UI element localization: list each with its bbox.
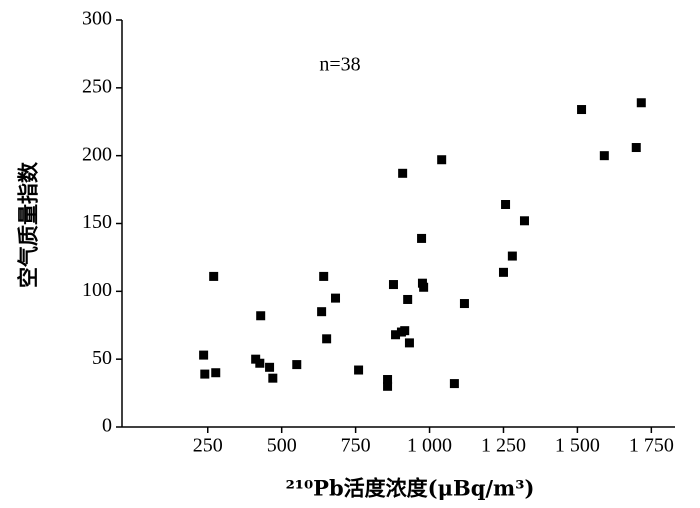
point bbox=[331, 293, 341, 303]
x-tick-label: 750 bbox=[341, 435, 371, 457]
point bbox=[400, 326, 410, 336]
point bbox=[268, 373, 278, 383]
y-tick-label: 300 bbox=[82, 8, 112, 30]
point bbox=[388, 280, 398, 290]
point bbox=[211, 368, 221, 378]
point bbox=[507, 251, 517, 261]
x-tick-label: 1 750 bbox=[629, 435, 674, 457]
point bbox=[498, 267, 508, 277]
point bbox=[322, 334, 332, 344]
point bbox=[599, 151, 609, 161]
y-tick-label: 50 bbox=[92, 347, 112, 369]
point bbox=[449, 379, 459, 389]
point bbox=[256, 311, 266, 321]
point bbox=[419, 282, 429, 292]
point bbox=[631, 143, 641, 153]
point bbox=[417, 233, 427, 243]
point bbox=[501, 200, 511, 210]
point bbox=[292, 360, 302, 370]
point bbox=[636, 98, 646, 108]
point bbox=[398, 168, 408, 178]
point bbox=[403, 294, 413, 304]
x-tick-label: 250 bbox=[193, 435, 223, 457]
y-axis-label: 空气质量指数 bbox=[16, 161, 41, 288]
y-tick-label: 150 bbox=[82, 211, 112, 233]
point bbox=[383, 375, 393, 385]
point bbox=[209, 271, 219, 281]
x-tick-label: 500 bbox=[267, 435, 297, 457]
x-tick-label: 1 000 bbox=[407, 435, 452, 457]
point bbox=[404, 338, 414, 348]
point bbox=[319, 271, 329, 281]
x-tick-label: 1 250 bbox=[481, 435, 526, 457]
point bbox=[199, 350, 209, 360]
y-tick-label: 100 bbox=[82, 279, 112, 301]
point bbox=[519, 216, 529, 226]
point bbox=[354, 365, 364, 375]
point bbox=[437, 155, 447, 165]
y-tick-label: 0 bbox=[102, 415, 112, 437]
point bbox=[391, 330, 401, 340]
point bbox=[265, 362, 275, 372]
point bbox=[383, 381, 393, 391]
point bbox=[459, 299, 469, 309]
x-axis-label: ²¹⁰Pb活度浓度(μBq/m³) bbox=[286, 476, 535, 501]
point bbox=[577, 105, 587, 115]
y-tick-label: 250 bbox=[82, 75, 112, 97]
y-tick-label: 200 bbox=[82, 143, 112, 165]
point bbox=[317, 307, 327, 317]
annotation: n=38 bbox=[319, 54, 360, 76]
point bbox=[200, 369, 210, 379]
x-tick-label: 1 500 bbox=[555, 435, 600, 457]
point bbox=[255, 358, 265, 368]
